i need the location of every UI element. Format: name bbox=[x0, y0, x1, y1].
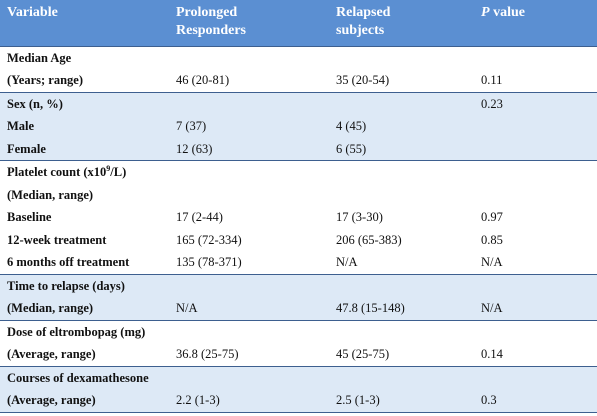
cell-relapsed: 2.5 (1-3) bbox=[329, 389, 474, 413]
row-label: Time to relapse (days) bbox=[0, 273, 169, 297]
table-row: Median Age bbox=[0, 45, 597, 69]
cell-relapsed: 4 (45) bbox=[329, 115, 474, 138]
row-label: 12-week treatment bbox=[0, 228, 169, 251]
cell-p-value: 0.85 bbox=[474, 228, 597, 251]
header-variable: Variable bbox=[7, 5, 58, 20]
cell-prolonged: 165 (72-334) bbox=[169, 228, 329, 251]
table-row: (Average, range) 2.2 (1-3) 2.5 (1-3) 0.3 bbox=[0, 389, 597, 413]
cell-relapsed: 206 (65-383) bbox=[329, 228, 474, 251]
table-row: Male 7 (37) 4 (45) bbox=[0, 115, 597, 138]
table-row: 6 months off treatment 135 (78-371) N/A … bbox=[0, 251, 597, 274]
table-row: Platelet count (x109/L) bbox=[0, 160, 597, 184]
cell-p-value: 0.97 bbox=[474, 206, 597, 229]
cell-relapsed: 17 (3-30) bbox=[329, 206, 474, 229]
cell-p-value: N/A bbox=[474, 251, 597, 274]
cell-prolonged: 2.2 (1-3) bbox=[169, 389, 329, 413]
cell-relapsed: 6 (55) bbox=[329, 137, 474, 161]
cell-p-value: 0.3 bbox=[474, 389, 597, 413]
cell-prolonged: 135 (78-371) bbox=[169, 251, 329, 274]
header-row: Variable Prolonged Responders Relapsed sub… bbox=[0, 0, 597, 46]
header-prolonged-responders: Prolonged Responders bbox=[176, 5, 247, 38]
row-label: Female bbox=[0, 137, 169, 161]
row-label: (Years; range) bbox=[0, 69, 169, 92]
cell-relapsed: 45 (25-75) bbox=[329, 343, 474, 366]
row-label: Male bbox=[0, 115, 169, 138]
header-relapsed-subjects: Relapsed subjects bbox=[336, 5, 391, 38]
header-p-value: P value bbox=[481, 5, 525, 20]
table-row: (Years; range) 46 (20-81) 35 (20-54) 0.1… bbox=[0, 69, 597, 92]
table-row: Dose of eltrombopag (mg) bbox=[0, 319, 597, 343]
cell-prolonged: 12 (63) bbox=[169, 137, 329, 161]
row-label: Dose of eltrombopag (mg) bbox=[0, 319, 169, 343]
row-label: (Median, range) bbox=[0, 183, 169, 206]
table-row: Sex (n, %) 0.23 bbox=[0, 91, 597, 115]
table-row: 12-week treatment 165 (72-334) 206 (65-3… bbox=[0, 228, 597, 251]
row-label: (Average, range) bbox=[0, 343, 169, 366]
table-row: Baseline 17 (2-44) 17 (3-30) 0.97 bbox=[0, 206, 597, 229]
row-label: Baseline bbox=[0, 206, 169, 229]
cell-p-value: 0.11 bbox=[474, 69, 597, 92]
cell-prolonged: N/A bbox=[169, 297, 329, 320]
row-label: Courses of dexamathesone bbox=[0, 365, 169, 389]
cell-prolonged: 17 (2-44) bbox=[169, 206, 329, 229]
cell-prolonged: 46 (20-81) bbox=[169, 69, 329, 92]
row-label: (Median, range) bbox=[0, 297, 169, 320]
row-label: Median Age bbox=[0, 45, 169, 69]
cell-prolonged: 7 (37) bbox=[169, 115, 329, 138]
table-row: (Average, range) 36.8 (25-75) 45 (25-75)… bbox=[0, 343, 597, 366]
cell-p-value: 0.14 bbox=[474, 343, 597, 366]
row-label: (Average, range) bbox=[0, 389, 169, 413]
table-row: (Median, range) bbox=[0, 183, 597, 206]
table-row: (Median, range) N/A 47.8 (15-148) N/A bbox=[0, 297, 597, 320]
table-row: Female 12 (63) 6 (55) bbox=[0, 137, 597, 161]
cell-relapsed: 47.8 (15-148) bbox=[329, 297, 474, 320]
cell-p-value: N/A bbox=[474, 297, 597, 320]
cell-relapsed: 35 (20-54) bbox=[329, 69, 474, 92]
cell-relapsed: N/A bbox=[329, 251, 474, 274]
row-label: 6 months off treatment bbox=[0, 251, 169, 274]
row-label: Platelet count (x109/L) bbox=[0, 160, 169, 184]
table-row: Courses of dexamathesone bbox=[0, 365, 597, 389]
table-row: Time to relapse (days) bbox=[0, 273, 597, 297]
row-label: Sex (n, %) bbox=[0, 91, 169, 115]
cell-p-value: 0.23 bbox=[474, 91, 597, 115]
cell-prolonged: 36.8 (25-75) bbox=[169, 343, 329, 366]
